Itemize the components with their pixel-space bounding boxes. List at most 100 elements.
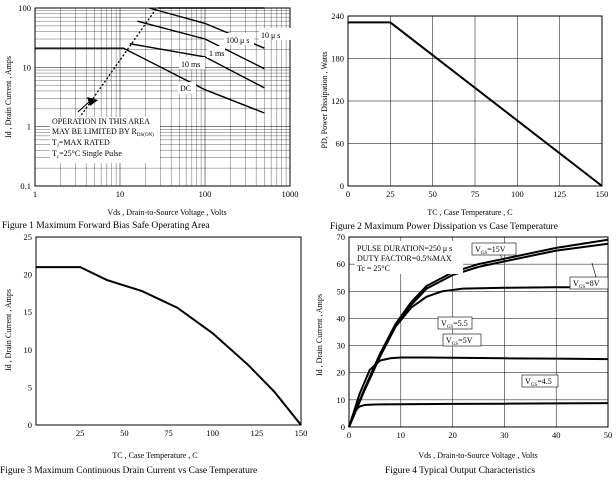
fig2-xtick-label: 50 bbox=[428, 189, 437, 199]
fig4-plot-frame bbox=[348, 236, 609, 428]
fig3-xtick-label: 100 bbox=[206, 428, 219, 438]
fig4-ytick-label: 20 bbox=[337, 368, 346, 378]
fig3-xtick-label: 25 bbox=[76, 428, 85, 438]
fig3-xtick-label: 150 bbox=[295, 428, 308, 438]
fig1-label-dc: DC bbox=[180, 84, 191, 93]
fig3-chart: 25 50 75 100 125 150 0 5 10 15 20 25 TC , Case Temp… bbox=[0, 232, 307, 476]
fig4-cond-pulse: PULSE DURATION=250 μ s bbox=[357, 244, 452, 253]
fig4-cond-tc: Tc = 25°C bbox=[357, 264, 390, 273]
fig2-xtick-label: 125 bbox=[553, 189, 566, 199]
fig1-xtick-label: 100 bbox=[199, 189, 212, 199]
fig4-series-vgs-5v bbox=[348, 356, 609, 428]
fig2-ylabel: PD, Power Dissipation , Watts bbox=[320, 52, 329, 149]
fig4-ytick-label: 0 bbox=[341, 422, 345, 432]
svg-text:MAY BE LIMITED BY RDS(ON): MAY BE LIMITED BY RDS(ON) bbox=[52, 127, 154, 138]
fig1-label-10us: 10 μ s bbox=[261, 31, 280, 40]
fig3-ytick-label: 25 bbox=[24, 232, 33, 242]
fig4-ytick-label: 10 bbox=[337, 395, 346, 405]
fig2-xtick-label: 150 bbox=[596, 189, 609, 199]
fig4-ytick-label: 50 bbox=[337, 286, 346, 296]
fig1-ytick-label: 1 bbox=[27, 122, 31, 132]
fig3-ytick-label: 0 bbox=[28, 420, 32, 430]
fig2-ytick-label: 0 bbox=[340, 181, 344, 191]
fig1-note-line1: OPERATION IN THIS AREA bbox=[52, 117, 150, 126]
fig1-note-line3: =MAX RATED bbox=[59, 138, 110, 147]
fig4-xtick-label: 0 bbox=[347, 430, 351, 440]
svg-text:VGS=15V: VGS=15V bbox=[475, 245, 506, 256]
fig4-conditions: PULSE DURATION=250 μ s DUTY FACTOR=0.5%M… bbox=[355, 241, 463, 274]
fig4-ytick-label: 70 bbox=[337, 232, 346, 242]
fig1-series-1-ms bbox=[137, 20, 265, 70]
fig1-label-100us: 100 μ s bbox=[226, 36, 249, 45]
svg-text:VGS=8V: VGS=8V bbox=[573, 279, 600, 290]
fig2-caption: Figure 2 Maximum Power Dissipation vs Ca… bbox=[330, 222, 558, 232]
fig1-note-line4: =25°C Single Pulse bbox=[59, 149, 122, 158]
fig3-xtick-label: 125 bbox=[250, 428, 263, 438]
fig1-note-tj-sub: J bbox=[57, 144, 59, 149]
fig1-note-line2: MAY BE LIMITED BY R bbox=[52, 127, 138, 136]
fig1-xlabel: Vds , Drain-to-Source Voltage , Volts bbox=[107, 208, 226, 217]
svg-text:Tc=25°C Single Pulse: Tc=25°C Single Pulse bbox=[52, 149, 122, 160]
fig1-ytick-label: 100 bbox=[18, 3, 31, 13]
fig1-caption: Figure 1 Maximum Forward Bias Safe Opera… bbox=[2, 220, 210, 231]
fig4-ytick-label: 40 bbox=[337, 313, 346, 323]
fig2-series-pd bbox=[348, 21, 603, 187]
fig2-ytick-label: 60 bbox=[336, 139, 345, 149]
svg-text:VGS=4.5: VGS=4.5 bbox=[525, 377, 552, 388]
fig2-xtick-label: 25 bbox=[386, 189, 395, 199]
fig2-ytick-label: 240 bbox=[331, 11, 344, 21]
fig4-ylabel: Id , Drain Current , Amps bbox=[315, 294, 324, 376]
fig2-plot-frame bbox=[347, 15, 603, 187]
fig4-label-15v: VGS=15V bbox=[471, 242, 517, 263]
fig1-label-10ms: 10 ms bbox=[181, 60, 200, 69]
fig4-label-5v5: VGS=5.5 bbox=[437, 316, 473, 330]
fig3-ytick-label: 20 bbox=[24, 270, 33, 280]
fig3-caption: Figure 3 Maximum Continuous Drain Curren… bbox=[0, 466, 257, 476]
fig4-xtick-label: 30 bbox=[500, 430, 509, 440]
fig4-xtick-label: 20 bbox=[448, 430, 457, 440]
fig1-note-tc: T bbox=[52, 149, 57, 158]
fig2-xtick-label: 75 bbox=[471, 189, 480, 199]
fig4-series-vgs-4-5 bbox=[348, 402, 609, 428]
fig3-series-id bbox=[36, 266, 302, 426]
fig4-ytick-label: 30 bbox=[337, 341, 346, 351]
fig3-ytick-label: 15 bbox=[24, 307, 33, 317]
fig4-xtick-label: 40 bbox=[552, 430, 561, 440]
svg-text:VGS=5.5: VGS=5.5 bbox=[441, 319, 468, 330]
fig4-chart: 0 10 20 30 40 50 0 10 20 30 40 50 60 70 PULSE DURATIO… bbox=[315, 232, 612, 476]
fig1-ylabel: Id , Drain Current , Amps bbox=[4, 56, 13, 138]
fig4-cond-duty: DUTY FACTOR=0.5%MAX bbox=[357, 254, 452, 263]
fig4-label-8v: VGS=8V bbox=[569, 262, 609, 290]
fig1-label-1ms: 1 ms bbox=[209, 49, 224, 58]
fig4-xlabel: Vds , Drain-to-Source Voltage , Volts bbox=[418, 451, 537, 460]
fig4-label-5v: VGS=5V bbox=[442, 333, 482, 347]
fig3-ytick-label: 5 bbox=[28, 382, 32, 392]
fig4-xtick-label: 50 bbox=[604, 430, 613, 440]
fig1-note-tc-sub: c bbox=[57, 155, 60, 160]
fig1-curve-labels: 10 μ s 100 μ s 1 ms 10 ms DC bbox=[178, 28, 291, 94]
fig1-region-note: OPERATION IN THIS AREA MAY BE LIMITED BY… bbox=[52, 117, 154, 160]
fig2-xtick-label: 0 bbox=[346, 189, 350, 199]
fig3-xtick-label: 50 bbox=[120, 428, 129, 438]
fig1-series-dc bbox=[35, 47, 265, 114]
fig3-ytick-label: 10 bbox=[24, 345, 33, 355]
fig2-xlabel: TC , Case Temperature , C bbox=[427, 208, 512, 217]
fig2-ytick-label: 120 bbox=[331, 96, 344, 106]
fig4-caption: Figure 4 Typical Output Characteristics bbox=[385, 466, 535, 476]
fig1-xtick-label: 1000 bbox=[282, 189, 299, 199]
svg-text:TJ=MAX RATED: TJ=MAX RATED bbox=[52, 138, 110, 149]
svg-text:OPERATION IN THIS AREA: OPERATION IN THIS AREA bbox=[52, 117, 150, 126]
fig1-direction-arrow bbox=[77, 97, 98, 113]
fig4-curve-labels: VGS=15V VGS=8V VGS=5.5 VGS=5V VGS=4.5 bbox=[437, 242, 609, 388]
fig1-note-tj: T bbox=[52, 138, 57, 147]
fig2-ytick-label: 180 bbox=[331, 54, 344, 64]
fig3-ylabel: Id , Drain Current , Amps bbox=[4, 289, 13, 371]
fig4-label-4v5: VGS=4.5 bbox=[521, 374, 559, 388]
fig1-xtick-label: 10 bbox=[116, 189, 125, 199]
fig2-xtick-label: 100 bbox=[511, 189, 524, 199]
fig3-xtick-label: 75 bbox=[164, 428, 173, 438]
fig1-note-rds-sub: DS(ON) bbox=[137, 133, 154, 138]
svg-text:VGS=5V: VGS=5V bbox=[446, 336, 473, 347]
